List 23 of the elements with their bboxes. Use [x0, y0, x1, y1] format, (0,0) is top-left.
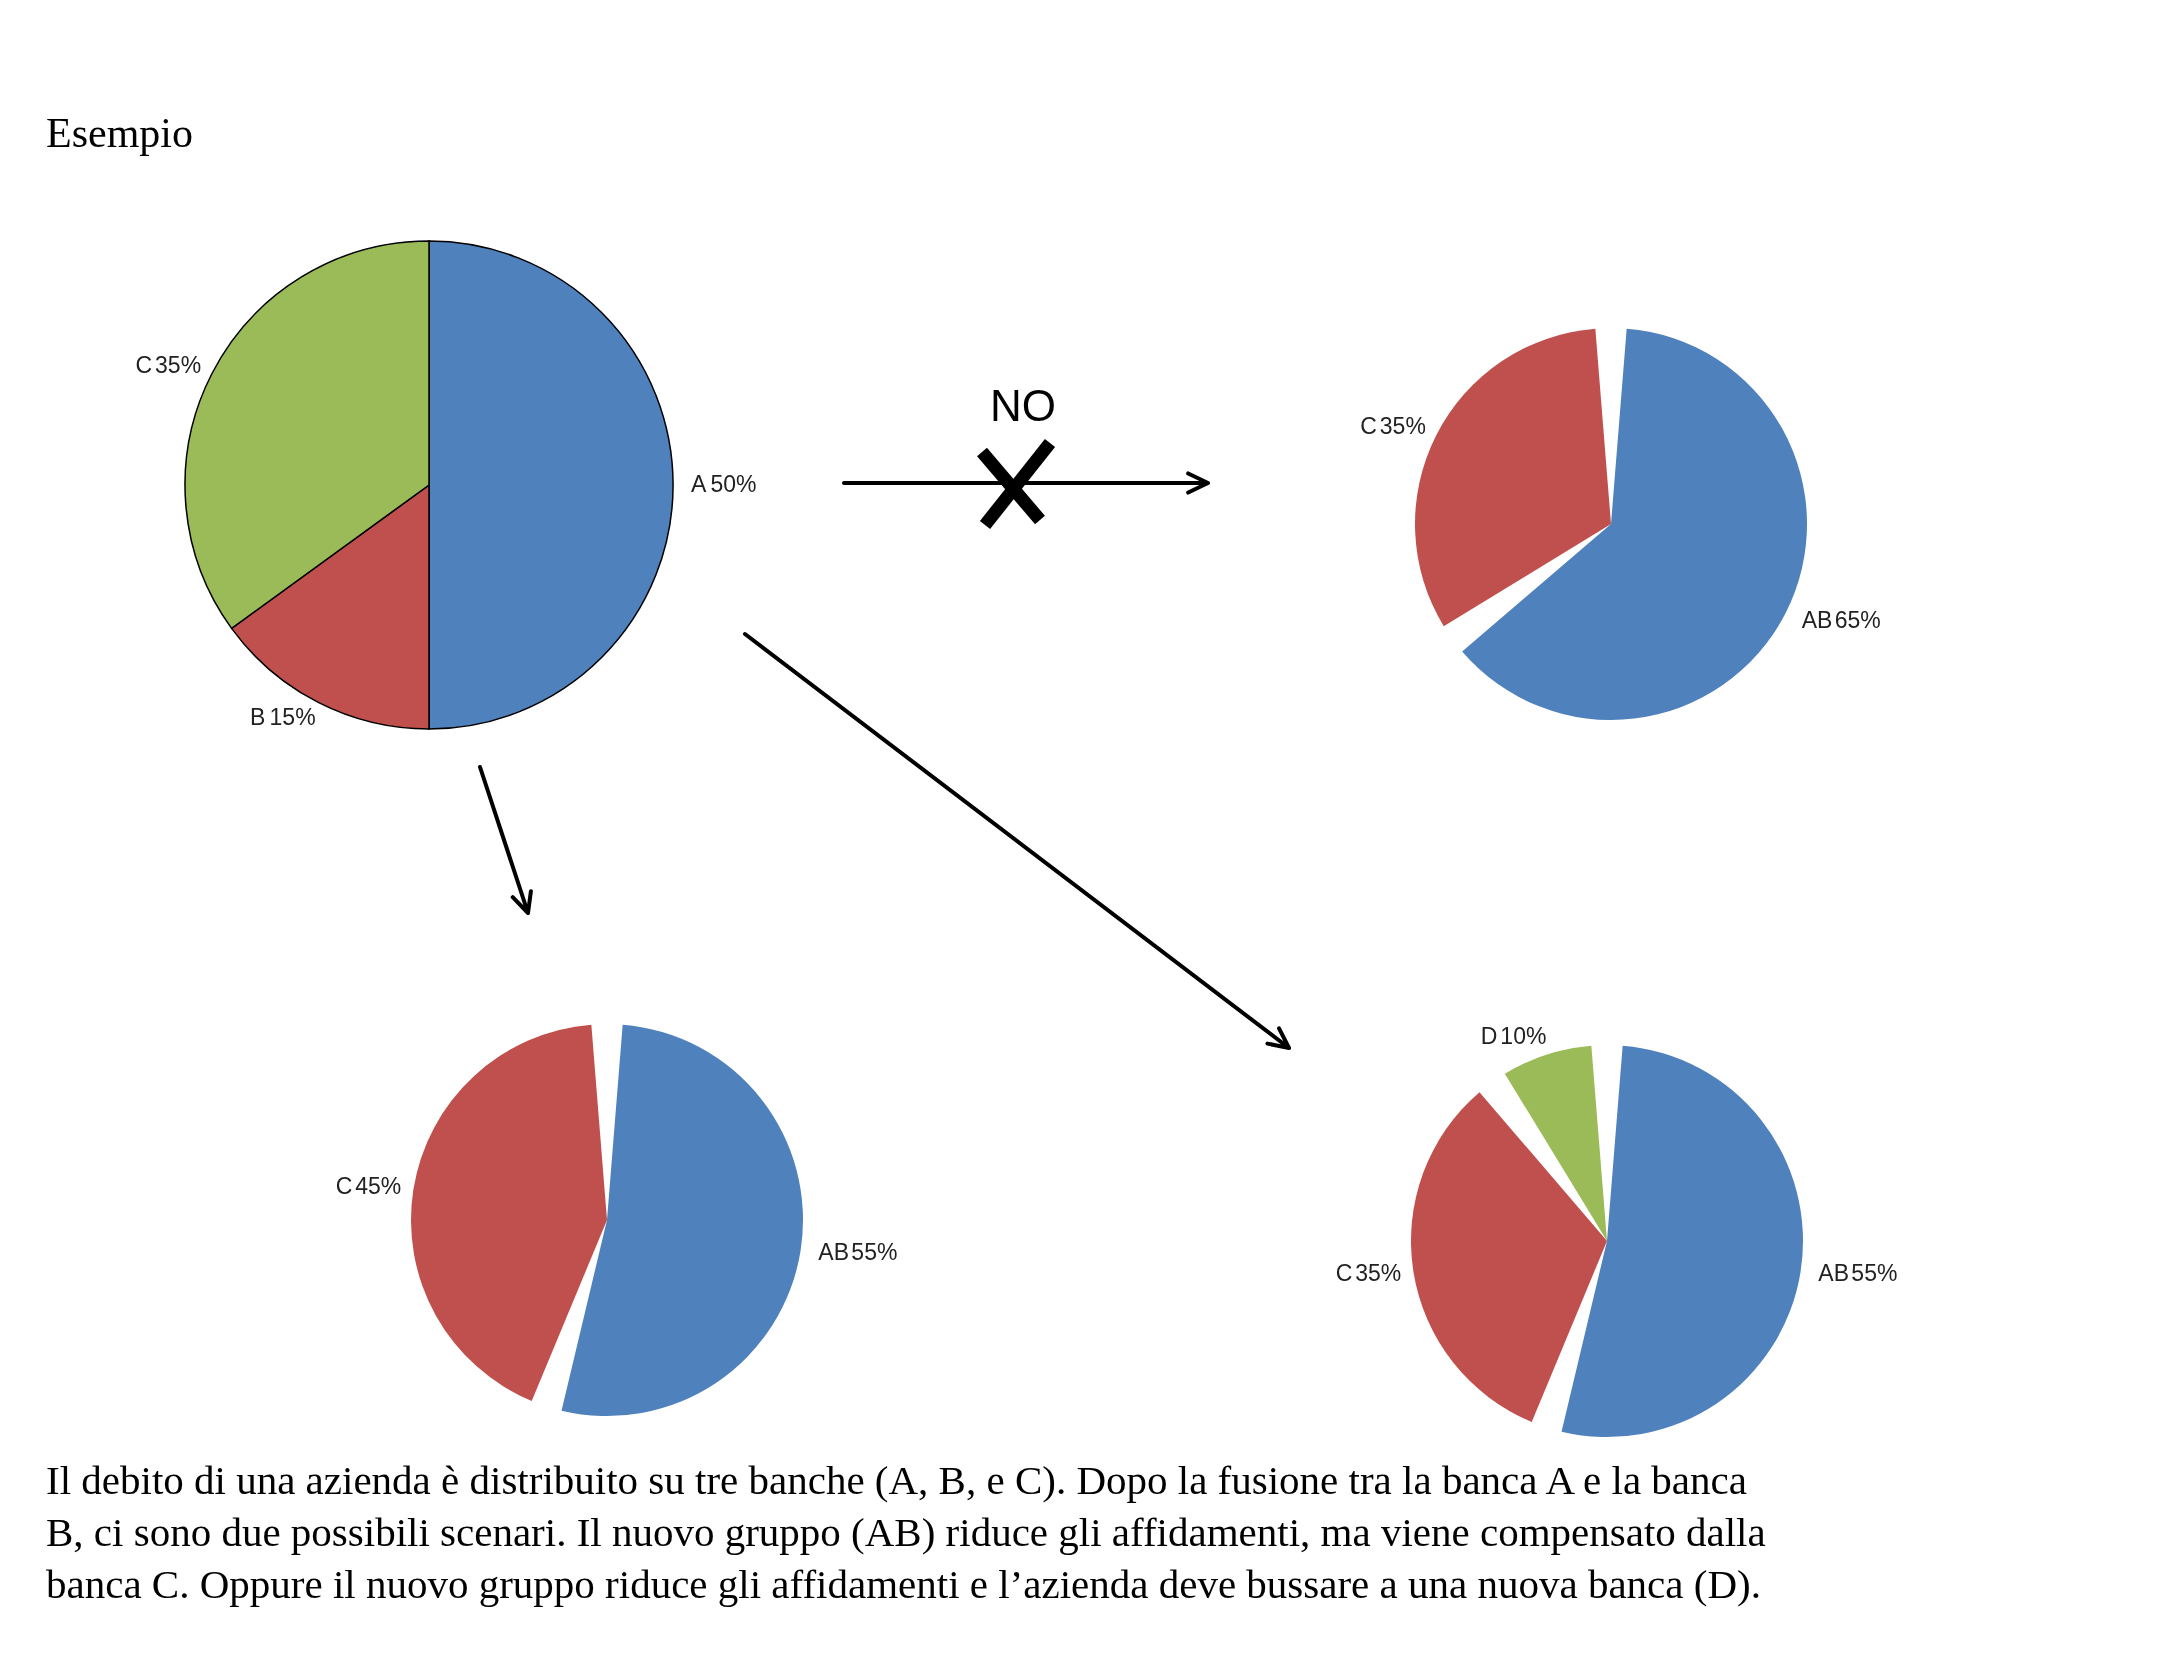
data-label: 10% [1500, 1023, 1547, 1050]
slice-label: C [1335, 1260, 1353, 1287]
slice-label: C [1360, 412, 1377, 439]
data-label: 35% [1379, 412, 1426, 439]
data-label: 35% [155, 352, 202, 379]
data-label: 45% [355, 1172, 402, 1199]
slice-label: C [135, 352, 153, 379]
text: Il debito di una azienda è distribuito su tre banche (A, B, e C). Dopo la fusione tra la banca A e la banca B, ci sono due possibili scenari. Il nuovo gruppo (AB) riduce gli affidamenti, ma viene compensato dalla banca C. Oppure il nuovo gruppo riduce gli affidamenti e l’azienda deve bussare a una nuova banca (D). [46, 1457, 1766, 1607]
slice-label: AB [1801, 607, 1833, 634]
slice-label: C [335, 1172, 353, 1199]
data-label: 55% [1851, 1260, 1898, 1287]
slice-label: B [250, 704, 266, 731]
data-label: 50% [710, 471, 757, 497]
data-label: 35% [1355, 1260, 1402, 1287]
data-label: 15% [269, 704, 316, 731]
data-label: 65% [1834, 607, 1881, 634]
slice-label: D [1480, 1023, 1498, 1050]
data-label: 55% [851, 1239, 898, 1266]
chart-title: Esempio [46, 110, 193, 156]
slice-label: A [691, 471, 707, 497]
slice-label: AB [818, 1239, 850, 1266]
slice-label: AB [1818, 1260, 1850, 1287]
text: NO [990, 381, 1056, 430]
